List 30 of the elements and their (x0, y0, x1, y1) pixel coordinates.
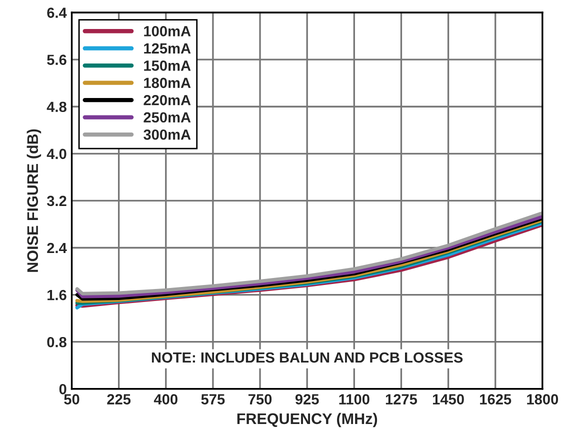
x-tick-label: 1275 (386, 394, 418, 404)
y-tick-label: 2.4 (47, 242, 67, 254)
x-tick-label: 400 (154, 394, 178, 404)
x-tick-label: 1450 (432, 394, 464, 404)
y-tick-label: 3.2 (46, 196, 66, 206)
x-axis-title: FREQUENCY (MHz) (237, 412, 378, 428)
x-tick-label: 50 (64, 394, 80, 404)
x-tick-label: 750 (248, 394, 272, 404)
legend-label: 100mA (144, 26, 191, 36)
y-tick-label: 6.4 (47, 8, 67, 18)
legend-label: 150mA (144, 60, 191, 71)
y-tick-label: 0 (59, 384, 66, 394)
legend-label: 125mA (144, 43, 191, 54)
y-axis-title: NOISE FIGURE (dB) (26, 129, 42, 272)
y-tick-label: 5.6 (47, 54, 66, 65)
x-tick-label: 225 (107, 394, 131, 404)
x-tick-label: 1100 (339, 394, 370, 404)
legend-label: 300mA (144, 129, 191, 140)
y-tick-label: 0.8 (47, 336, 66, 348)
x-tick-label: 575 (201, 394, 225, 404)
x-tick-label: 1800 (527, 394, 558, 404)
legend-label: 220mA (144, 94, 191, 106)
x-tick-label: 925 (295, 394, 319, 404)
x-tick-label: 1625 (480, 394, 512, 404)
y-tick-label: 1.6 (48, 290, 66, 300)
y-tick-label: 4.0 (46, 148, 66, 160)
legend-label: 250mA (144, 112, 191, 123)
y-tick-label: 4.8 (46, 102, 66, 112)
annotation: NOTE: INCLUDES BALUN AND PCB LOSSES (152, 352, 463, 363)
legend-label: 180mA (144, 78, 191, 88)
